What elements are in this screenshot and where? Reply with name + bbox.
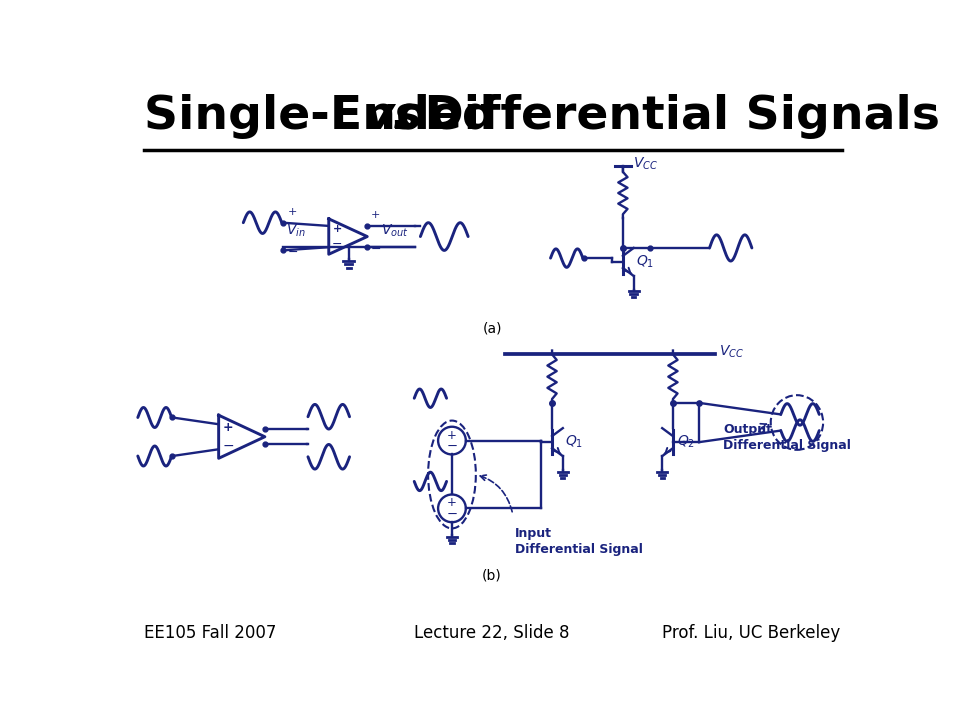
Text: +: + (372, 210, 380, 220)
Text: Output
Differential Signal: Output Differential Signal (723, 423, 851, 452)
Text: $V_{CC}$: $V_{CC}$ (719, 344, 744, 360)
Text: −: − (446, 508, 458, 521)
Text: $Q_2$: $Q_2$ (677, 434, 695, 451)
Text: Single-Ended: Single-Ended (144, 94, 513, 139)
Text: +: + (447, 497, 457, 510)
Text: Prof. Liu, UC Berkeley: Prof. Liu, UC Berkeley (661, 624, 840, 642)
Text: +: + (288, 207, 298, 217)
Text: −: − (332, 238, 343, 251)
Text: $V_{CC}$: $V_{CC}$ (633, 156, 658, 171)
Text: +: + (333, 224, 342, 234)
Text: $Q_1$: $Q_1$ (636, 254, 654, 270)
Text: −: − (372, 243, 382, 256)
Text: +: + (223, 421, 233, 434)
Text: $V_{out}$: $V_{out}$ (381, 222, 409, 238)
Text: . Differential Signals: . Differential Signals (391, 94, 941, 139)
Text: (b): (b) (482, 568, 502, 582)
Text: Input
Differential Signal: Input Differential Signal (516, 527, 643, 556)
Text: −: − (223, 438, 234, 453)
Text: +: + (447, 428, 457, 441)
Text: −: − (288, 246, 299, 258)
Text: −: − (446, 440, 458, 454)
Text: $Q_1$: $Q_1$ (565, 434, 584, 451)
Text: $V_{in}$: $V_{in}$ (286, 222, 306, 238)
Text: vs: vs (364, 94, 422, 139)
Text: Lecture 22, Slide 8: Lecture 22, Slide 8 (415, 624, 569, 642)
Text: (a): (a) (482, 322, 502, 336)
Text: EE105 Fall 2007: EE105 Fall 2007 (144, 624, 276, 642)
